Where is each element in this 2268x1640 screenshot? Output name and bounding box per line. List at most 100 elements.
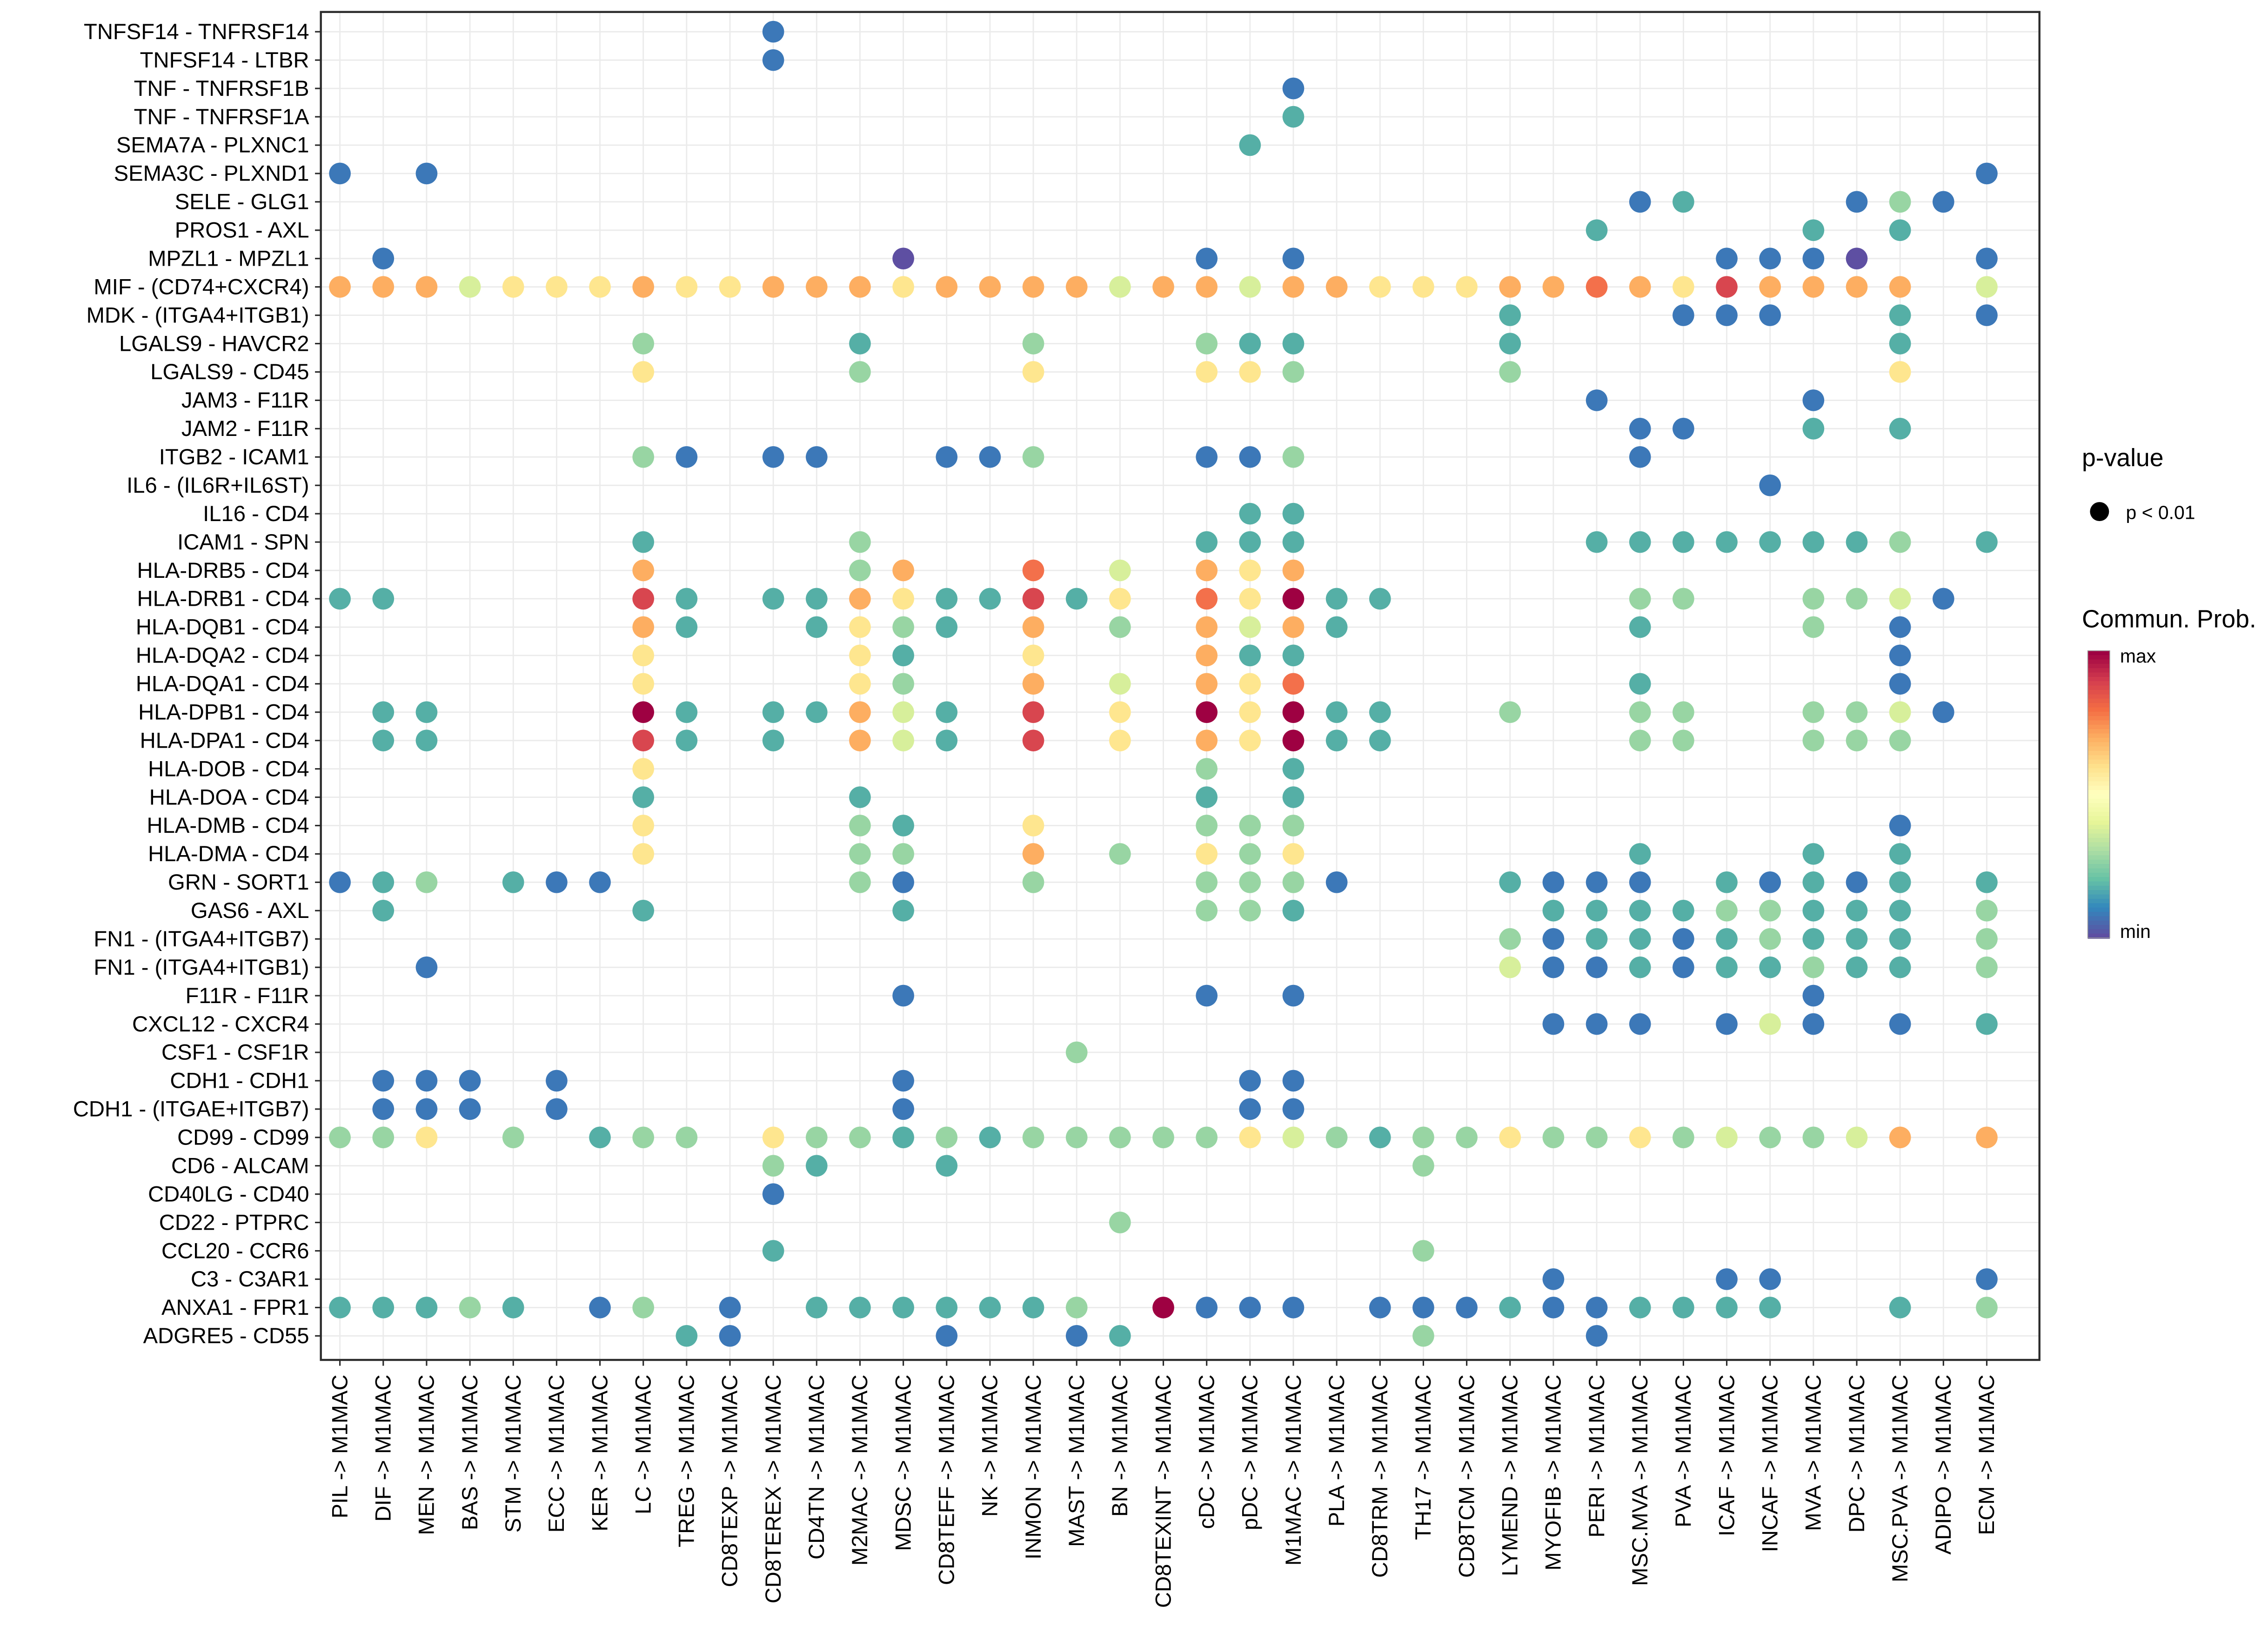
comm-prob-dot (1976, 276, 1998, 298)
x-axis-label: INCAF -> M1MAC (1758, 1374, 1782, 1552)
comm-prob-dot (1889, 843, 1911, 865)
comm-prob-dot (1196, 871, 1218, 893)
x-axis-label: DPC -> M1MAC (1845, 1374, 1869, 1533)
comm-prob-dot (1889, 644, 1911, 667)
comm-prob-dot (372, 1098, 395, 1120)
comm-prob-dot (589, 1126, 611, 1149)
comm-prob-dot (1673, 588, 1694, 610)
comm-prob-dot (849, 616, 871, 638)
comm-prob-dot (1196, 786, 1218, 808)
y-axis-label: HLA-DPB1 - CD4 (138, 700, 309, 724)
comm-prob-dot (1629, 531, 1651, 553)
comm-prob-dot (1716, 1013, 1738, 1035)
comm-prob-dot (1542, 1297, 1565, 1319)
legend-colorbar-segment (2087, 920, 2110, 926)
comm-prob-dot (1759, 531, 1781, 553)
y-axis-label: HLA-DRB5 - CD4 (137, 558, 309, 583)
x-axis-label: PVA -> M1MAC (1671, 1374, 1696, 1527)
comm-prob-dot (1109, 276, 1131, 298)
comm-prob-dot (1022, 446, 1044, 468)
comm-prob-dot (372, 276, 395, 298)
comm-prob-dot (1282, 446, 1305, 468)
legend-colorbar-segment (2087, 903, 2110, 909)
comm-prob-dot (1022, 644, 1044, 667)
y-axis-label: HLA-DOA - CD4 (149, 785, 309, 810)
comm-prob-dot (415, 1297, 438, 1319)
comm-prob-dot (892, 984, 914, 1007)
comm-prob-dot (1629, 191, 1651, 213)
comm-prob-dot (1976, 1297, 1998, 1319)
comm-prob-dot (1282, 730, 1305, 751)
x-axis-label: MSC.PVA -> M1MAC (1888, 1374, 1913, 1582)
comm-prob-dot (1239, 333, 1261, 355)
comm-prob-dot (1889, 304, 1911, 326)
comm-prob-dot (1673, 899, 1694, 922)
legend-colorbar-segment (2087, 650, 2110, 656)
comm-prob-dot (676, 1325, 698, 1347)
comm-prob-dot (1802, 531, 1825, 553)
comm-prob-dot (1282, 644, 1305, 667)
comm-prob-dot (1369, 730, 1391, 751)
comm-prob-dot (1716, 276, 1738, 298)
comm-prob-dot (1282, 843, 1305, 865)
x-axis-label: STM -> M1MAC (501, 1374, 526, 1533)
comm-prob-dot (1716, 304, 1738, 326)
comm-prob-dot (1196, 559, 1218, 582)
comm-prob-dot (1325, 1126, 1348, 1149)
comm-prob-dot (459, 1070, 481, 1092)
x-axis-label: CD4TN -> M1MAC (804, 1374, 829, 1559)
comm-prob-dot (459, 1098, 481, 1120)
comm-prob-dot (632, 1297, 655, 1319)
comm-prob-dot (372, 899, 395, 922)
comm-prob-dot (1976, 304, 1998, 326)
comm-prob-dot (1759, 1268, 1781, 1290)
comm-prob-dot (849, 531, 871, 553)
comm-prob-dot (1889, 871, 1911, 893)
comm-prob-dot (849, 588, 871, 610)
comm-prob-dot (1065, 276, 1088, 298)
comm-prob-dot (719, 1325, 741, 1347)
comm-prob-dot (1889, 899, 1911, 922)
comm-prob-dot (1196, 446, 1218, 468)
comm-prob-dot (1673, 304, 1694, 326)
comm-prob-dot (1542, 1268, 1565, 1290)
comm-prob-dot (1065, 1126, 1088, 1149)
legend-colorbar-segment (2087, 668, 2110, 674)
comm-prob-dot (1239, 446, 1261, 468)
legend-pvalue-dot (2090, 502, 2109, 522)
comm-prob-dot (1889, 956, 1911, 978)
comm-prob-dot (892, 899, 914, 922)
x-axis-label: MSC.MVA -> M1MAC (1628, 1374, 1652, 1586)
y-axis-label: ADGRE5 - CD55 (143, 1324, 309, 1348)
comm-prob-dot (1802, 871, 1825, 893)
y-axis-label: JAM2 - F11R (181, 416, 309, 441)
legend-colorbar-segment (2087, 816, 2110, 822)
comm-prob-dot (936, 616, 958, 638)
comm-prob-dot (1196, 758, 1218, 780)
comm-prob-dot (1282, 276, 1305, 298)
comm-prob-dot (1976, 956, 1998, 978)
comm-prob-dot (1629, 871, 1651, 893)
x-axis-label: cDC -> M1MAC (1194, 1374, 1219, 1529)
comm-prob-dot (892, 559, 914, 582)
legend-colorbar-segment (2087, 724, 2110, 730)
comm-prob-dot (1325, 730, 1348, 751)
comm-prob-dot (1196, 673, 1218, 695)
y-axis-label: HLA-DMA - CD4 (148, 842, 309, 866)
comm-prob-dot (1369, 276, 1391, 298)
comm-prob-dot (1369, 701, 1391, 723)
comm-prob-dot (1412, 276, 1434, 298)
comm-prob-dot (1889, 588, 1911, 610)
comm-prob-dot (1802, 1126, 1825, 1149)
legend-colorbar-segment (2087, 755, 2110, 761)
legend-colorbar-segment (2087, 672, 2110, 678)
comm-prob-dot (849, 815, 871, 837)
comm-prob-dot (1239, 134, 1261, 156)
comm-prob-dot (1499, 928, 1521, 950)
legend-colorbar-segment (2087, 729, 2110, 735)
legend-colorbar-segment (2087, 676, 2110, 683)
legend-colorbar-segment (2087, 881, 2110, 887)
comm-prob-dot (1586, 1297, 1608, 1319)
comm-prob-dot (979, 1126, 1001, 1149)
y-axis-label: TNFSF14 - LTBR (140, 48, 309, 73)
